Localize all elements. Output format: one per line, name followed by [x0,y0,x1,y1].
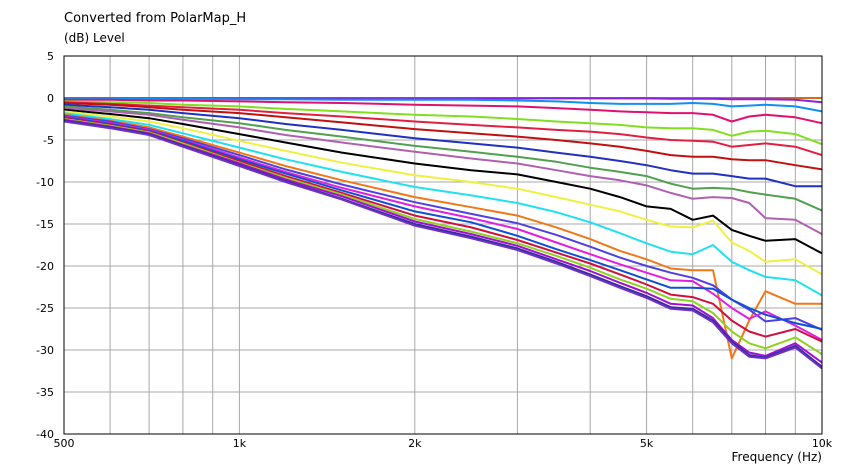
x-tick-label: 5k [640,437,654,450]
series-line-16 [63,116,823,330]
series-line-11 [63,110,823,276]
y-tick-label: -30 [36,344,54,357]
y-tick-label: -15 [36,218,54,231]
chart-title: Converted from PolarMap_H [64,11,247,26]
series-line-13 [63,113,822,360]
series-line-17 [63,117,823,343]
y-tick-label: -25 [36,302,54,315]
series-line-6 [63,102,823,171]
y-tick-label: 0 [47,92,54,105]
y-tick-label: -10 [36,176,54,189]
y-tick-label: -35 [36,386,54,399]
x-tick-label: 10k [812,437,833,450]
series-line-10 [63,108,823,255]
x-axis-label: Frequency (Hz) [731,450,823,464]
plot-frame [63,55,823,435]
series-group [63,97,823,370]
x-tick-labels: 500 1k 2k 5k 10k [54,437,833,450]
y-tick-labels: 5 0 -5 -10 -15 -20 -25 -30 -35 -40 [36,50,54,441]
series-line-2 [64,97,823,113]
x-tick-label: 500 [54,437,75,450]
x-tick-label: 2k [408,437,422,450]
y-tick-label: 5 [47,50,54,63]
series-line-12 [63,112,823,297]
series-line-3 [64,98,823,125]
series-line-15 [63,115,823,341]
series-line-4 [63,100,823,146]
y-axis-label: (dB) Level [64,31,125,45]
series-line-18 [63,118,823,356]
series-line-19 [63,118,823,364]
y-tick-label: -40 [36,428,54,441]
series-line-7 [63,103,822,188]
x-tick-label: 1k [233,437,247,450]
series-line-21 [63,120,823,370]
series-line-9 [63,107,823,235]
series-line-8 [63,105,823,212]
y-tick-label: -5 [43,134,54,147]
y-tick-label: -20 [36,260,54,273]
series-line-5 [63,101,823,157]
